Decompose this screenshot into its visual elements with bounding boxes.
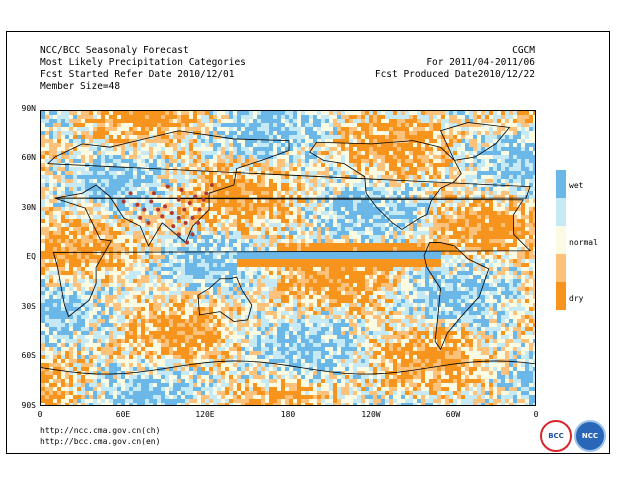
station-dot — [163, 204, 167, 209]
x-tick-0: 0 — [37, 410, 43, 419]
header-model: CGCM — [512, 45, 535, 56]
url-ch[interactable]: http://ncc.cma.gov.cn(ch) — [40, 426, 161, 435]
station-dot — [183, 220, 188, 225]
legend-label-wet: wet — [569, 181, 584, 190]
station-dot — [176, 232, 181, 237]
coastline-2 — [197, 276, 253, 322]
station-dot — [185, 240, 190, 245]
header-left: NCC/BCC Seasonaly Forecast Most Likely P… — [40, 45, 246, 93]
station-dot — [135, 202, 140, 207]
station-dot — [190, 232, 195, 237]
header-period: For 2011/04-2011/06 — [426, 57, 535, 68]
station-dot — [128, 191, 133, 196]
y-tick-90s: 90S — [21, 401, 36, 410]
legend-label-dry: dry — [569, 294, 584, 303]
legend-dry — [556, 282, 566, 310]
station-dot — [193, 194, 198, 199]
x-tick-60w: 60W — [445, 410, 461, 419]
station-dot — [121, 199, 126, 204]
station-dot — [209, 183, 214, 187]
x-tick-0-end: 0 — [533, 410, 539, 419]
precipitation-map — [40, 110, 536, 406]
station-dot — [176, 215, 181, 220]
coastline-1 — [46, 130, 531, 247]
header-subtitle: Most Likely Precipitation Categories — [40, 57, 246, 68]
station-dot — [138, 215, 143, 220]
station-dot — [146, 220, 151, 225]
station-dot — [149, 199, 154, 204]
station-dot — [142, 207, 147, 212]
station-dot — [165, 184, 170, 189]
station-dot — [187, 201, 192, 206]
legend-colorbar — [556, 170, 566, 310]
station-dot — [201, 197, 206, 202]
y-tick-30n: 30N — [21, 203, 36, 212]
station-dot — [179, 187, 184, 192]
station-dot — [182, 207, 187, 212]
y-tick-eq: EQ — [26, 252, 36, 261]
y-tick-30s: 30S — [21, 302, 36, 311]
coastline-antarctica — [41, 360, 535, 375]
coastline-0 — [52, 197, 532, 318]
coastline-4 — [423, 242, 490, 351]
header-title: NCC/BCC Seasonaly Forecast — [40, 45, 189, 56]
station-dot — [156, 207, 161, 212]
legend-slight-wet — [556, 198, 566, 226]
station-dot — [171, 224, 176, 229]
header-member-size: Member Size=48 — [40, 81, 121, 92]
legend-slight-dry — [556, 254, 566, 282]
legend-wet — [556, 170, 566, 198]
legend-normal — [556, 226, 566, 254]
header-right: CGCM For 2011/04-2011/06 Fcst Produced D… — [375, 45, 535, 81]
station-dot — [204, 191, 209, 196]
station-dot — [196, 220, 201, 225]
station-dot — [151, 191, 156, 196]
category-field — [41, 111, 535, 405]
header-start-date: Fcst Started Refer Date 2010/12/01 — [40, 69, 235, 80]
x-tick-120e: 120E — [195, 410, 215, 419]
station-dot — [176, 197, 181, 202]
x-tick-60e: 60E — [115, 410, 131, 419]
coastline-3 — [309, 140, 462, 230]
header-produced-date: Fcst Produced Date2010/12/22 — [374, 69, 535, 80]
x-tick-120w: 120W — [361, 410, 381, 419]
station-dot — [169, 210, 174, 215]
coastline-5 — [439, 122, 511, 161]
ncc-logo: NCC — [574, 420, 606, 452]
y-tick-60s: 60S — [21, 351, 36, 360]
station-dot — [190, 215, 195, 220]
station-dot — [160, 214, 165, 219]
url-en[interactable]: http://bcc.cma.gov.cn(en) — [40, 437, 161, 446]
y-tick-60n: 60N — [21, 153, 36, 162]
bcc-logo: BCC — [540, 420, 572, 452]
map-canvas — [41, 111, 535, 405]
x-tick-180: 180 — [280, 410, 296, 419]
station-dot — [197, 207, 202, 212]
legend-label-normal: normal — [569, 238, 598, 247]
y-tick-90n: 90N — [21, 104, 36, 113]
footer-urls: http://ncc.cma.gov.cn(ch) http://bcc.cma… — [40, 425, 160, 447]
